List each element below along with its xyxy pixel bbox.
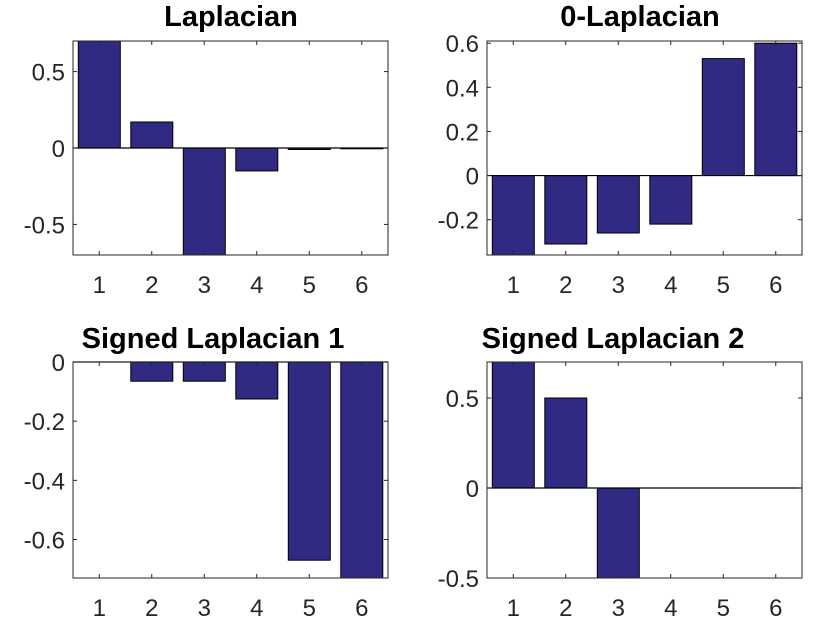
subplot-title: Signed Laplacian 1 (82, 323, 345, 355)
y-tick-label: 0.4 (446, 75, 479, 102)
axes-box (72, 361, 389, 579)
bar-6 (754, 42, 798, 177)
axes: 0.6 0.4 0.2 0 -0.2 1 2 3 4 5 6 (438, 31, 803, 299)
x-tick-label: 6 (355, 272, 368, 299)
y-tick-label: -0.5 (24, 212, 65, 239)
y-tick-label: -0.2 (438, 208, 479, 235)
bar-4 (649, 175, 693, 225)
bar-2 (130, 121, 174, 149)
subplot-0-laplacian: 0-Laplacian 0.6 0.4 0.2 0 -0.2 1 2 3 4 5 6 (438, 1, 803, 299)
x-tick-label: 1 (507, 272, 520, 299)
x-tick-label: 2 (559, 272, 572, 299)
bar-6 (340, 361, 384, 579)
x-tick-label: 4 (664, 272, 677, 299)
y-tick-label: 0.2 (446, 119, 479, 146)
bar-5 (287, 361, 331, 561)
y-tick-label: -0.4 (24, 468, 65, 495)
bar-3 (596, 175, 640, 234)
axes-box (486, 361, 803, 579)
y-tick-label: -0.2 (24, 409, 65, 436)
bar-2 (544, 175, 588, 245)
bar-1 (491, 361, 535, 489)
x-tick-label: 2 (145, 595, 158, 620)
x-tick-label: 4 (664, 595, 677, 620)
y-tick-label: 0 (466, 476, 479, 503)
bar-group (487, 42, 802, 256)
subplot-signed-laplacian-1: Signed Laplacian 1 0 -0.2 -0.4 -0.6 1 2 3 4 5 6 (24, 323, 389, 620)
x-tick-label: 5 (717, 272, 730, 299)
bar-3 (182, 147, 226, 256)
x-tick-label: 4 (250, 272, 263, 299)
y-tick-label: 0 (52, 136, 65, 163)
x-tick-label: 5 (303, 272, 316, 299)
axes: 0 -0.2 -0.4 -0.6 1 2 3 4 5 6 (24, 350, 389, 620)
bar-group (487, 361, 802, 579)
x-tick-label: 3 (612, 272, 625, 299)
bar-1 (491, 175, 535, 256)
y-tick-label: -0.6 (24, 528, 65, 555)
x-tick-label: 3 (198, 595, 211, 620)
x-tick-label: 1 (507, 595, 520, 620)
x-tick-label: 3 (612, 595, 625, 620)
subplot-title: 0-Laplacian (560, 1, 720, 33)
y-tick-label: -0.5 (438, 566, 479, 593)
x-tick-label: 6 (769, 272, 782, 299)
subplot-title: Signed Laplacian 2 (482, 323, 745, 355)
y-tick-label: 0.6 (446, 31, 479, 58)
axes: 0.5 0 -0.5 1 2 3 4 5 6 (24, 40, 389, 299)
bar-5 (701, 58, 745, 176)
y-tick-label: 0.5 (32, 60, 65, 87)
bar-3 (596, 487, 640, 579)
bar-2 (544, 397, 588, 489)
y-tick-label: 0.5 (446, 386, 479, 413)
x-tick-label: 1 (93, 272, 106, 299)
y-tick-label: 0 (466, 164, 479, 191)
bar-4 (235, 147, 279, 172)
x-tick-label: 6 (355, 595, 368, 620)
subplot-signed-laplacian-2: Signed Laplacian 2 0.5 0 -0.5 1 2 3 4 5 6 (438, 323, 803, 620)
axes: 0.5 0 -0.5 1 2 3 4 5 6 (438, 361, 803, 620)
x-tick-label: 2 (145, 272, 158, 299)
subplot-laplacian: Laplacian 0.5 0 -0.5 1 2 3 4 5 6 (24, 1, 389, 299)
y-tick-label: 0 (52, 350, 65, 377)
bar-group (73, 40, 388, 256)
x-tick-label: 4 (250, 595, 263, 620)
subplot-title: Laplacian (164, 1, 298, 33)
x-tick-label: 1 (93, 595, 106, 620)
x-tick-label: 5 (717, 595, 730, 620)
x-tick-label: 5 (303, 595, 316, 620)
bar-1 (77, 40, 121, 149)
x-tick-label: 2 (559, 595, 572, 620)
x-tick-label: 6 (769, 595, 782, 620)
axes-box (486, 40, 803, 256)
x-tick-label: 3 (198, 272, 211, 299)
bar-group (73, 361, 388, 579)
bar-4 (235, 361, 279, 400)
